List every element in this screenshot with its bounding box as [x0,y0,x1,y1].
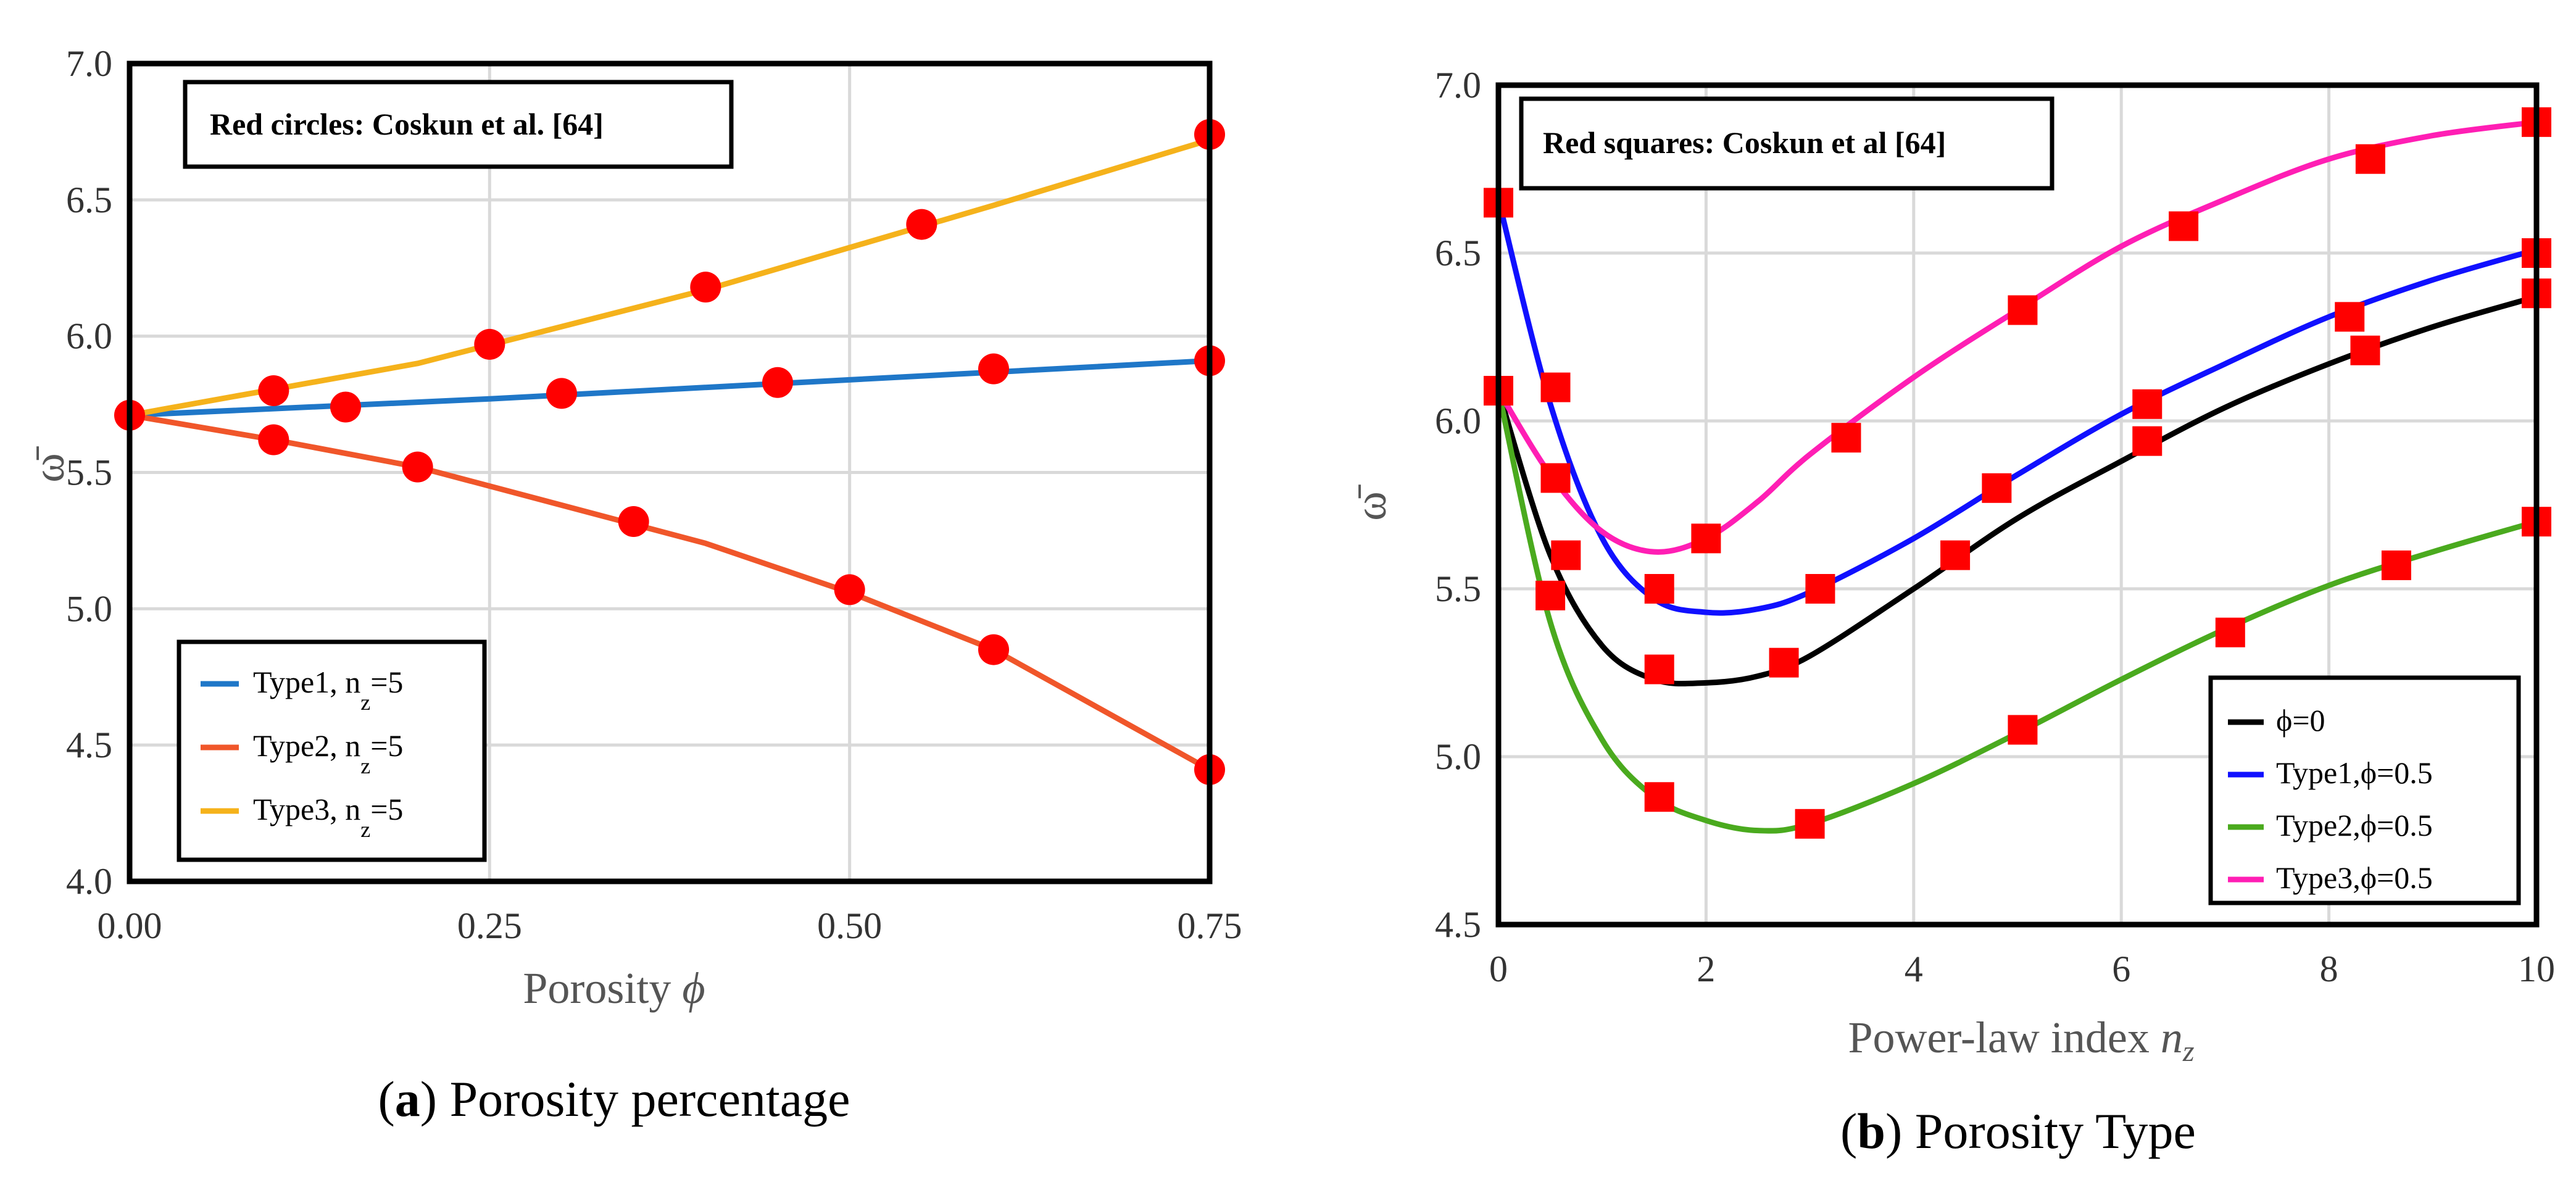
reference-marker [978,634,1009,665]
legend: ϕ=0 Type1,ϕ=0.5 Type2,ϕ=0.5 Type3,ϕ=0.5 [2208,675,2521,905]
x-axis-label: Power-law index nz [1848,1013,2194,1068]
legend-label: Type1, nz=5 [253,665,403,715]
reference-marker [2350,335,2380,365]
y-tick-label: 4.5 [1435,904,1481,945]
x-tick-label: 0.75 [1178,905,1242,946]
legend-label: Type3,ϕ=0.5 [2276,860,2433,895]
chart-porosity-percentage: 0.00 0.25 0.50 0.75 4.0 4.5 5.0 5.5 6.0 6.5 7.0 Re… [24,43,1242,1127]
reference-marker [1769,647,1799,678]
caption-b: (b) Porosity Type [1840,1103,2196,1159]
reference-marker [2008,295,2038,325]
reference-marker [1644,782,1674,812]
annotation-box: Red circles: Coskun et al. [64] [183,80,734,169]
reference-marker [2132,389,2163,419]
legend-label: Type1,ϕ=0.5 [2276,755,2433,790]
reference-marker [258,424,289,455]
legend-label: ϕ=0 [2276,703,2325,738]
reference-marker [618,506,649,537]
legend-label: Type2,ϕ=0.5 [2276,808,2433,842]
y-tick-label: 5.5 [66,452,112,493]
x-tick-label: 0 [1489,949,1508,989]
annotation-text: Red circles: Coskun et al. [64] [210,107,604,141]
reference-marker [474,328,505,360]
reference-marker [2355,144,2385,174]
reference-marker [1982,473,2012,503]
reference-marker [1540,463,1571,493]
reference-marker [906,209,937,240]
series-line-type3 [129,137,1211,418]
series-line-type1 [129,357,1210,418]
y-tick-label: 6.5 [1435,233,1481,273]
reference-marker [1831,423,1861,453]
reference-markers [1484,107,2551,839]
x-tick-label: 0.25 [457,905,522,946]
annotation-box: Red squares: Coskun et al [64] [1519,96,2055,191]
plot-frame [127,60,1213,884]
reference-marker [330,391,361,423]
series-line-type3-0-5 [1496,119,2537,555]
reference-marker [402,451,433,483]
reference-markers [114,119,1225,785]
reference-marker [1795,809,1825,839]
y-axis-label: ω̄ [1346,484,1395,520]
reference-marker [1540,372,1571,402]
reference-marker [2215,617,2245,647]
x-tick-label: 4 [1905,949,1923,989]
caption-a: (a) Porosity percentage [378,1071,850,1127]
x-tick-label: 8 [2320,949,2338,989]
y-tick-label: 7.0 [66,43,112,84]
y-tick-label: 6.5 [66,180,112,220]
series-line-type1-0-5 [1495,198,2538,616]
y-tick-label: 5.0 [1435,736,1481,777]
y-tick-label: 4.0 [66,861,112,902]
x-tick-label: 6 [2112,949,2130,989]
reference-marker [978,353,1009,385]
series-lines [1495,119,2538,834]
reference-marker [762,367,793,398]
reference-marker [690,272,721,303]
reference-marker [2335,302,2365,332]
y-tick-label: 6.0 [1435,401,1481,441]
x-axis-label: Porosity ϕ [523,963,705,1013]
axis-ticks: 0.00 0.25 0.50 0.75 4.0 4.5 5.0 5.5 6.0 6.5 7.0 [66,43,1242,946]
reference-marker [834,574,865,605]
reference-marker [1805,574,1835,604]
reference-marker [1644,654,1674,684]
y-tick-label: 6.0 [66,316,112,357]
annotation-text: Red squares: Coskun et al [64] [1543,125,1946,160]
y-tick-label: 5.0 [66,588,112,629]
reference-marker [1940,540,1971,570]
reference-marker [1535,580,1566,610]
axis-ticks: 0 2 4 6 8 10 4.5 5.0 5.5 6.0 6.5 7.0 [1435,65,2555,989]
legend-label: Type2, nz=5 [253,728,403,778]
reference-marker [1644,574,1674,604]
series-line-type2-0-5 [1495,390,2538,834]
plot-frame [1495,82,2540,928]
y-axis-label: ω̄ [24,446,73,482]
reference-marker [2381,550,2411,580]
x-tick-label: 10 [2518,949,2555,989]
legend-label: Type3, nz=5 [253,792,403,842]
reference-marker [2008,715,2038,745]
y-tick-label: 5.5 [1435,568,1481,609]
chart-porosity-type: 0 2 4 6 8 10 4.5 5.0 5.5 6.0 6.5 7.0 Red squares: C… [1346,65,2555,1159]
legend: Type1, nz=5 Type2, nz=5 Type3, nz=5 [177,639,487,862]
reference-marker [2132,426,2163,456]
reference-marker [1691,523,1721,554]
x-tick-label: 0.50 [817,905,882,946]
y-tick-label: 4.5 [66,725,112,765]
x-tick-label: 2 [1697,949,1715,989]
series-line--0 [1495,294,2538,687]
reference-marker [2169,211,2199,241]
reference-marker [1551,540,1581,570]
x-tick-label: 0.00 [98,905,162,946]
y-tick-label: 7.0 [1435,65,1481,106]
reference-marker [258,375,289,406]
reference-marker [546,378,577,409]
